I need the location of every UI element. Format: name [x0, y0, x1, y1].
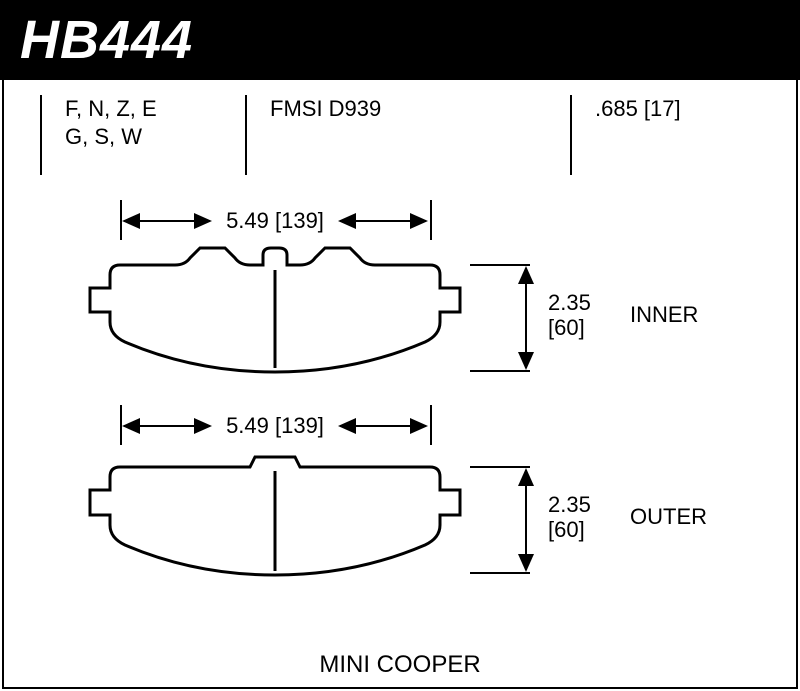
outer-width-value: 5.49 [139]: [210, 413, 340, 438]
outer-width-ext-right: [430, 405, 432, 445]
compounds-line2: G, S, W: [65, 123, 142, 151]
thickness-spec: .685 [17]: [595, 95, 681, 123]
inner-height-line2: [60]: [548, 315, 608, 340]
inner-width-arrow-right: [340, 220, 426, 222]
info-divider-1: [40, 95, 42, 175]
outer-height-arrow: [525, 470, 527, 570]
outer-height-line2: [60]: [548, 517, 608, 542]
inner-label: INNER: [630, 302, 698, 328]
inner-height-line1: 2.35: [548, 290, 608, 315]
inner-height-arrow: [525, 268, 527, 368]
inner-pad-shape: [85, 240, 465, 380]
outer-width-arrow-left: [124, 425, 210, 427]
info-row: F, N, Z, E G, S, W FMSI D939 .685 [17]: [0, 95, 800, 185]
inner-height-ext-bot: [470, 370, 530, 372]
outer-label: OUTER: [630, 504, 707, 530]
outer-width-arrow-right: [340, 425, 426, 427]
inner-width-arrow-left: [124, 220, 210, 222]
vehicle-label: MINI COOPER: [0, 651, 800, 679]
outer-height-line1: 2.35: [548, 492, 608, 517]
compounds-line1: F, N, Z, E: [65, 95, 157, 123]
info-divider-3: [570, 95, 572, 175]
info-divider-2: [245, 95, 247, 175]
outer-height-ext-bot: [470, 572, 530, 574]
fmsi-code: FMSI D939: [270, 95, 381, 123]
outer-pad-shape: [85, 445, 465, 585]
diagram-area: 5.49 [139] 2.35 [60] INNER 5.49 [139] 2.…: [0, 190, 800, 650]
inner-width-value: 5.49 [139]: [210, 208, 340, 233]
inner-width-ext-right: [430, 200, 432, 240]
